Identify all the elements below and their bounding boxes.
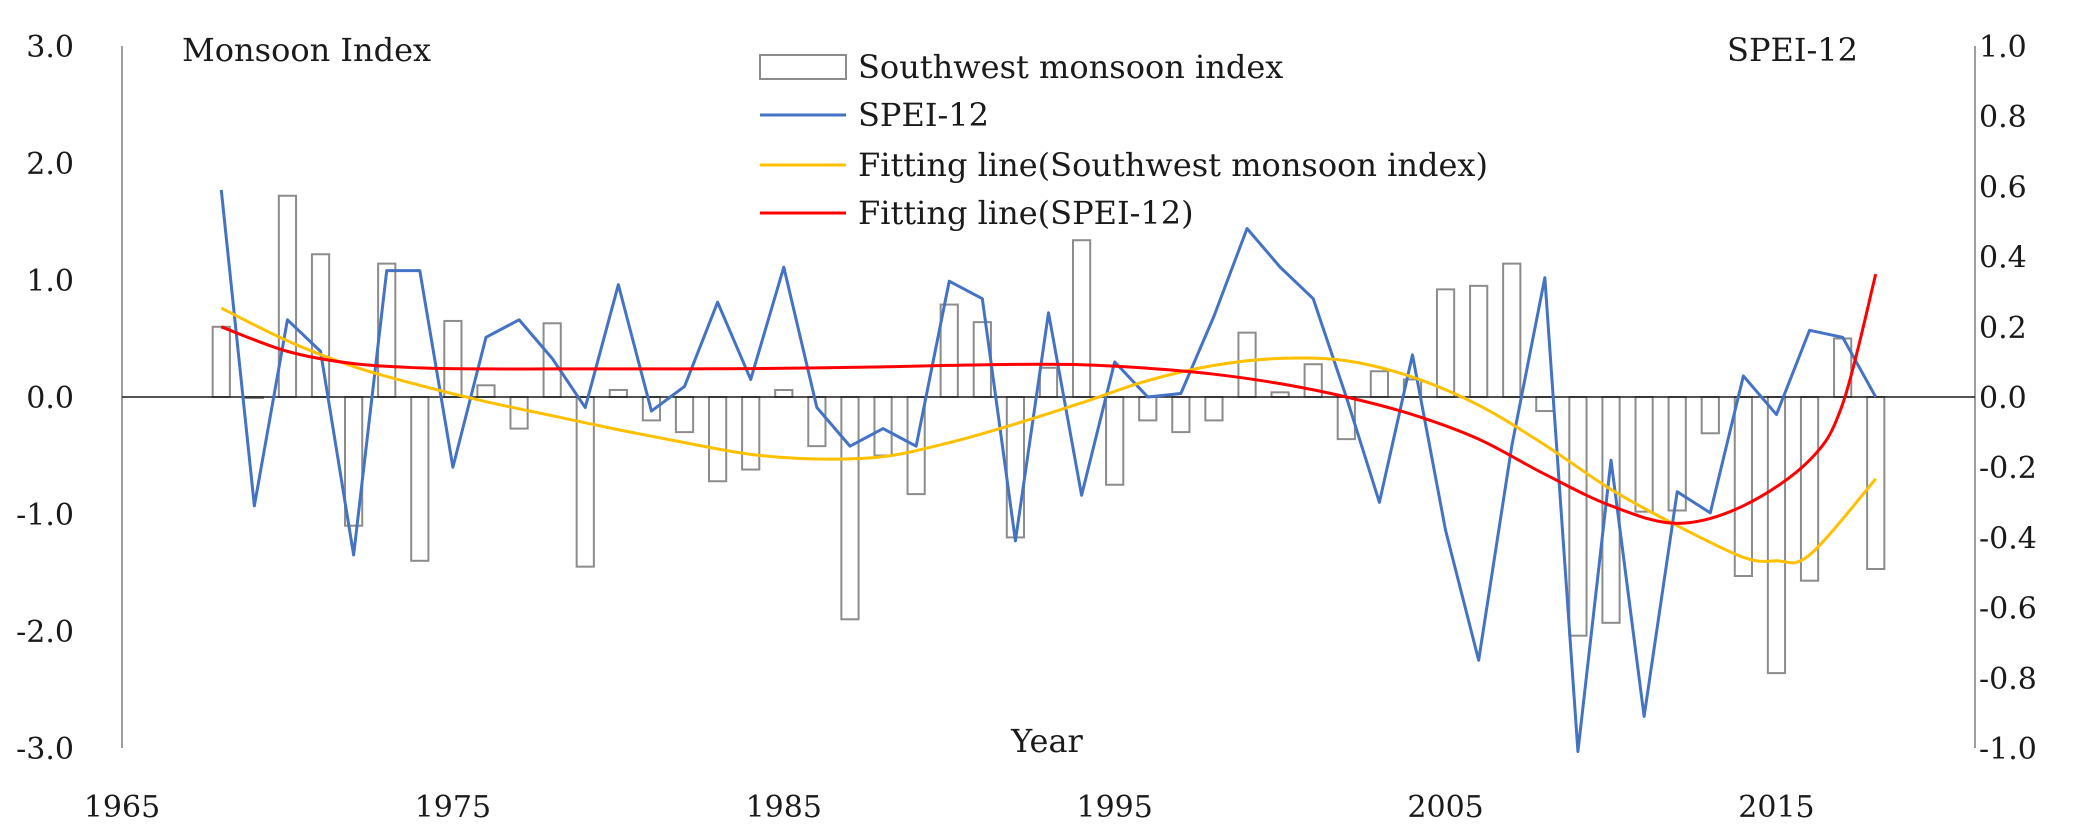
monsoon-bar-2015 xyxy=(1766,396,1787,675)
monsoon-bar-1971 xyxy=(310,253,331,398)
monsoon-bar-1980 xyxy=(608,388,628,399)
monsoon-bar-2013 xyxy=(1700,396,1720,435)
y-right-tick-label: 0.2 xyxy=(1979,311,2027,346)
y-left-tick-label: 3.0 xyxy=(26,30,74,65)
legend-label-fit-monsoon: Fitting line(Southwest monsoon index) xyxy=(858,146,1488,184)
y-right-tick-label: 0.4 xyxy=(1979,241,2027,276)
legend-label-monsoon: Southwest monsoon index xyxy=(858,48,1283,86)
y-right-tick-label: 0.6 xyxy=(1979,170,2027,205)
monsoon-bar-1974 xyxy=(410,396,430,562)
y-right-tick-label: -0.2 xyxy=(1979,451,2037,486)
monsoon-bar-1988 xyxy=(873,396,893,457)
monsoon-bar-1993 xyxy=(1038,366,1059,398)
monsoon-bar-2005 xyxy=(1435,288,1456,398)
monsoon-bar-1999 xyxy=(1237,331,1257,398)
x-axis-title: Year xyxy=(1010,722,1083,760)
right-axis-title: SPEI-12 xyxy=(1727,31,1858,69)
monsoon-bar-2014 xyxy=(1733,396,1753,578)
monsoon-bar-1998 xyxy=(1204,396,1224,422)
y-right-tick-label: 1.0 xyxy=(1979,30,2027,65)
x-tick-label: 2005 xyxy=(1407,790,1483,825)
fit-monsoon-line xyxy=(220,306,1877,565)
y-left-tick-label: 0.0 xyxy=(26,381,74,416)
monsoon-bar-2006 xyxy=(1469,284,1489,399)
monsoon-index-bars xyxy=(211,194,1886,675)
y-left-tick-label: 2.0 xyxy=(26,147,74,182)
monsoon-bar-1984 xyxy=(741,396,761,471)
axes: 3.0 2.0 1.0 0.0 -1.0 -2.0 -3.0 1.0 0.8 0.6 0.4 0.2 0… xyxy=(16,30,2037,825)
y-right-tick-label: -1.0 xyxy=(1979,732,2037,767)
monsoon-bar-2003 xyxy=(1369,370,1389,399)
x-tick-label: 2015 xyxy=(1738,790,1814,825)
monsoon-bar-1997 xyxy=(1171,396,1191,434)
monsoon-bar-1975 xyxy=(443,319,463,399)
legend: Southwest monsoon index SPEI-12 Fitting … xyxy=(759,48,1488,232)
monsoon-bar-2007 xyxy=(1502,262,1522,398)
x-tick-label: 1995 xyxy=(1076,790,1152,825)
monsoon-bar-2011 xyxy=(1634,396,1654,513)
spei-12-line xyxy=(219,189,1878,754)
monsoon-bar-1983 xyxy=(708,396,728,483)
monsoon-bar-1992 xyxy=(1005,396,1026,539)
legend-label-fit-spei: Fitting line(SPEI-12) xyxy=(858,194,1194,232)
monsoon-bar-1970 xyxy=(277,194,298,398)
monsoon-bar-1994 xyxy=(1071,239,1092,398)
legend-label-spei: SPEI-12 xyxy=(858,96,989,134)
legend-swatch-monsoon-bar xyxy=(759,54,847,80)
monsoon-bar-1985 xyxy=(774,388,794,399)
y-right-tick-label: -0.6 xyxy=(1979,592,2037,627)
series-lines xyxy=(219,189,1878,754)
y-right-tick-label: -0.4 xyxy=(1979,521,2037,556)
monsoon-bar-1968 xyxy=(211,325,231,398)
monsoon-bar-1977 xyxy=(509,396,529,430)
y-left-tick-label: -2.0 xyxy=(16,615,74,650)
y-right-tick-label: -0.8 xyxy=(1979,662,2037,697)
monsoon-bar-2008 xyxy=(1535,396,1555,413)
y-left-tick-label: -1.0 xyxy=(16,498,74,533)
y-left-tick-label: 1.0 xyxy=(26,264,74,299)
monsoon-bar-2018 xyxy=(1866,396,1886,570)
x-tick-label: 1985 xyxy=(746,790,822,825)
monsoon-bar-1976 xyxy=(476,384,496,398)
left-axis-title: Monsoon Index xyxy=(182,31,431,69)
fit-spei-line xyxy=(220,273,1878,525)
x-tick-label: 1965 xyxy=(84,790,160,825)
monsoon-bar-1982 xyxy=(674,396,695,434)
y-right-tick-label: 0.8 xyxy=(1979,100,2027,135)
monsoon-bar-1995 xyxy=(1105,396,1125,486)
monsoon-bar-1987 xyxy=(840,396,860,621)
x-tick-label: 1975 xyxy=(415,790,491,825)
monsoon-bar-2009 xyxy=(1568,396,1588,637)
y-right-tick-label: 0.0 xyxy=(1979,381,2027,416)
monsoon-bar-1996 xyxy=(1138,396,1158,422)
y-left-tick-label: -3.0 xyxy=(16,732,74,767)
